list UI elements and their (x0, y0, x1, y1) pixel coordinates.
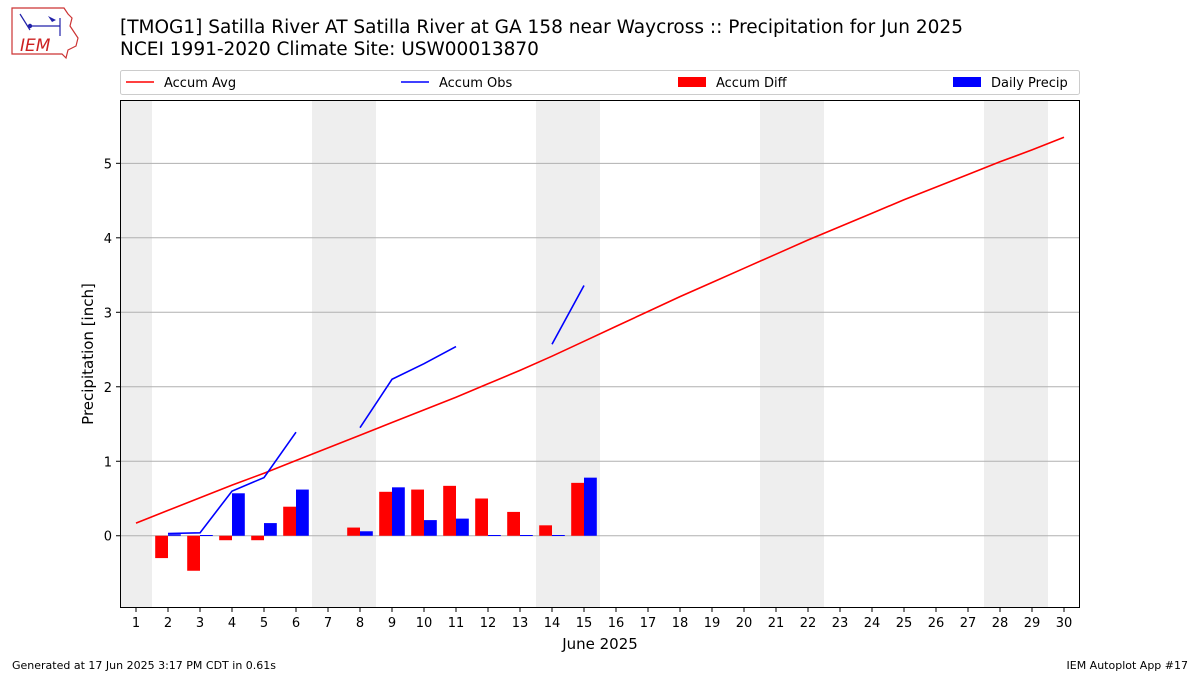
x-tick-label: 15 (576, 616, 593, 631)
x-tick-label: 24 (864, 616, 881, 631)
x-tick-label: 25 (896, 616, 913, 631)
accum-diff-bar (571, 482, 584, 536)
accum-diff-bar (155, 535, 168, 559)
x-tick-label: 6 (292, 616, 300, 631)
x-tick-label: 23 (832, 616, 849, 631)
legend-label-daily: Daily Precip (991, 76, 1068, 91)
accum-diff-bar (347, 527, 360, 536)
accum-obs-line (359, 345, 457, 429)
x-tick-label: 22 (800, 616, 817, 631)
weekend-band (344, 100, 376, 608)
weekend-band (1016, 100, 1048, 608)
x-tick-label: 26 (928, 616, 945, 631)
x-axis-label: June 2025 (561, 635, 638, 653)
y-tick-label: 0 (104, 530, 112, 545)
daily-precip-bar (456, 518, 469, 536)
autoplot-app-label: IEM Autoplot App #17 (1066, 659, 1189, 672)
generated-timestamp: Generated at 17 Jun 2025 3:17 PM CDT in … (12, 659, 277, 672)
plot-frame (120, 100, 1080, 608)
accum-avg-line (135, 136, 1065, 524)
x-tick-label: 2 (164, 616, 172, 631)
x-tick-label: 12 (480, 616, 497, 631)
legend-swatch-diff (678, 77, 706, 87)
weekend-band (792, 100, 824, 608)
legend-label-avg: Accum Avg (164, 76, 236, 91)
x-tick-label: 28 (992, 616, 1009, 631)
chart-title: [TMOG1] Satilla River AT Satilla River a… (120, 17, 963, 38)
x-tick-label: 14 (544, 616, 561, 631)
accum-diff-bar (539, 525, 552, 536)
x-tick-label: 5 (260, 616, 268, 631)
daily-precip-bar (392, 487, 405, 536)
accum-diff-bar (411, 489, 424, 536)
accum-diff-bar (443, 485, 456, 536)
accum-diff-bar (251, 535, 264, 541)
accum-obs-line (167, 431, 297, 535)
accum-diff-bar (379, 491, 392, 536)
weekend-band (120, 100, 152, 608)
y-tick-label: 3 (104, 306, 112, 321)
x-tick-label: 27 (960, 616, 977, 631)
weekend-band (984, 100, 1016, 608)
weekend-band (536, 100, 568, 608)
x-tick-label: 21 (768, 616, 785, 631)
x-tick-label: 10 (416, 616, 433, 631)
daily-precip-bar (264, 523, 277, 536)
legend-label-obs: Accum Obs (439, 76, 512, 91)
accum-diff-bar (507, 511, 520, 536)
accum-diff-bar (219, 535, 232, 541)
weekend-band (312, 100, 344, 608)
accum-obs-line (551, 285, 585, 345)
daily-precip-bar (552, 535, 565, 537)
x-tick-label: 3 (196, 616, 204, 631)
x-tick-label: 11 (448, 616, 465, 631)
weekend-band (760, 100, 792, 608)
x-tick-label: 7 (324, 616, 332, 631)
x-tick-label: 17 (640, 616, 657, 631)
y-tick-label: 2 (104, 381, 112, 396)
x-tick-label: 19 (704, 616, 721, 631)
x-tick-label: 29 (1024, 616, 1041, 631)
x-tick-label: 16 (608, 616, 625, 631)
daily-precip-bar (424, 520, 437, 536)
x-tick-label: 1 (132, 616, 140, 631)
daily-precip-bar (200, 535, 213, 537)
legend-swatch-daily (953, 77, 981, 87)
y-tick-label: 1 (104, 455, 112, 470)
x-tick-label: 18 (672, 616, 689, 631)
iem-logo: IEM (11, 7, 79, 60)
daily-precip-bar (584, 477, 597, 536)
x-tick-label: 9 (388, 616, 396, 631)
x-tick-label: 20 (736, 616, 753, 631)
x-tick-label: 13 (512, 616, 529, 631)
daily-precip-bar (360, 531, 373, 536)
daily-precip-bar (296, 489, 309, 536)
daily-precip-bar (488, 535, 501, 537)
x-tick-label: 30 (1056, 616, 1073, 631)
daily-precip-bar (168, 534, 181, 536)
chart-subtitle: NCEI 1991-2020 Climate Site: USW00013870 (120, 39, 539, 60)
accum-diff-bar (283, 506, 296, 536)
legend-label-diff: Accum Diff (716, 76, 788, 91)
y-tick-label: 5 (104, 157, 112, 172)
logo-text: IEM (20, 36, 51, 56)
legend-box (120, 70, 1080, 95)
x-tick-label: 4 (228, 616, 236, 631)
x-tick-label: 8 (356, 616, 364, 631)
y-axis-label: Precipitation [inch] (79, 283, 97, 425)
accum-diff-bar (475, 498, 488, 536)
daily-precip-bar (520, 535, 533, 537)
accum-diff-bar (187, 535, 200, 571)
y-tick-label: 4 (104, 232, 112, 247)
daily-precip-bar (232, 493, 245, 536)
